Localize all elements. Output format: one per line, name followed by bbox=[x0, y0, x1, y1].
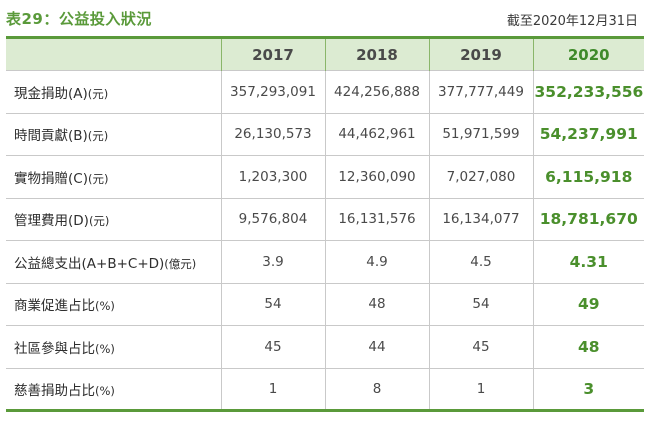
row-unit: (元) bbox=[88, 214, 110, 229]
cell-2018: 424,256,888 bbox=[324, 70, 429, 113]
cell-2018: 12,360,090 bbox=[324, 155, 429, 198]
row-label-text: 實物捐贈(C) bbox=[14, 170, 88, 187]
cell-2017: 3.9 bbox=[220, 240, 325, 283]
cell-2019: 377,777,449 bbox=[428, 70, 533, 113]
row-unit: (億元) bbox=[164, 256, 197, 271]
cell-2017: 1 bbox=[220, 367, 325, 412]
column-header-2019: 2019 bbox=[428, 36, 533, 71]
row-label-text: 公益總支出(A+B+C+D) bbox=[14, 255, 165, 272]
cell-2018: 4.9 bbox=[324, 240, 429, 283]
table-row: 現金捐助(A)(元) 357,293,091 424,256,888 377,7… bbox=[6, 70, 644, 113]
row-unit: (元) bbox=[87, 171, 109, 186]
row-label: 慈善捐助占比(%) bbox=[6, 367, 221, 412]
table-row: 商業促進占比(%) 54 48 54 49 bbox=[6, 282, 644, 326]
cell-2018: 8 bbox=[324, 367, 429, 412]
row-label-text: 商業促進占比 bbox=[14, 298, 95, 315]
row-label-text: 慈善捐助占比 bbox=[14, 382, 95, 399]
table-row: 公益總支出(A+B+C+D)(億元) 3.9 4.9 4.5 4.31 bbox=[6, 240, 644, 283]
cell-2020: 3 bbox=[532, 367, 644, 412]
cell-2019: 1 bbox=[428, 367, 533, 412]
table-title: 表29：公益投入狀況 bbox=[6, 10, 152, 28]
row-label: 社區參與占比(%) bbox=[6, 325, 221, 368]
row-unit: (%) bbox=[95, 299, 115, 314]
cell-2019: 7,027,080 bbox=[428, 155, 533, 198]
cell-2020: 4.31 bbox=[532, 240, 644, 283]
table-row: 社區參與占比(%) 45 44 45 48 bbox=[6, 325, 644, 368]
table-header-bar: 表29：公益投入狀況 截至2020年12月31日 bbox=[0, 0, 650, 36]
row-label: 商業促進占比(%) bbox=[6, 282, 221, 326]
row-label-text: 現金捐助(A) bbox=[14, 85, 88, 102]
row-label: 管理費用(D)(元) bbox=[6, 197, 221, 241]
cell-2017: 357,293,091 bbox=[220, 70, 325, 113]
column-header-2017: 2017 bbox=[220, 36, 325, 71]
row-label: 現金捐助(A)(元) bbox=[6, 70, 221, 113]
row-unit: (%) bbox=[95, 341, 115, 356]
cell-2019: 54 bbox=[428, 282, 533, 326]
cell-2019: 45 bbox=[428, 325, 533, 368]
cell-2017: 9,576,804 bbox=[220, 197, 325, 241]
row-label: 時間貢獻(B)(元) bbox=[6, 112, 221, 156]
cell-2017: 26,130,573 bbox=[220, 112, 325, 156]
cell-2018: 16,131,576 bbox=[324, 197, 429, 241]
row-unit: (%) bbox=[95, 383, 115, 398]
row-unit: (元) bbox=[87, 129, 109, 144]
row-label-text: 時間貢獻(B) bbox=[14, 128, 88, 145]
cell-2020: 352,233,556 bbox=[532, 70, 644, 113]
column-header-blank bbox=[6, 36, 221, 71]
cell-2020: 49 bbox=[532, 282, 644, 326]
column-header-2020: 2020 bbox=[532, 36, 644, 71]
table-row: 時間貢獻(B)(元) 26,130,573 44,462,961 51,971,… bbox=[6, 112, 644, 156]
column-header-2018: 2018 bbox=[324, 36, 429, 71]
cell-2018: 44,462,961 bbox=[324, 112, 429, 156]
cell-2019: 16,134,077 bbox=[428, 197, 533, 241]
row-label: 公益總支出(A+B+C+D)(億元) bbox=[6, 240, 221, 283]
table-row: 慈善捐助占比(%) 1 8 1 3 bbox=[6, 367, 644, 412]
cell-2020: 18,781,670 bbox=[532, 197, 644, 241]
cell-2017: 1,203,300 bbox=[220, 155, 325, 198]
cell-2017: 54 bbox=[220, 282, 325, 326]
row-label: 實物捐贈(C)(元) bbox=[6, 155, 221, 198]
table-row: 實物捐贈(C)(元) 1,203,300 12,360,090 7,027,08… bbox=[6, 155, 644, 198]
date-note: 截至2020年12月31日 bbox=[506, 14, 638, 29]
public-welfare-table: 2017 2018 2019 2020 現金捐助(A)(元) 357,293,0… bbox=[6, 36, 644, 412]
cell-2019: 51,971,599 bbox=[428, 112, 533, 156]
cell-2020: 54,237,991 bbox=[532, 112, 644, 156]
row-label-text: 管理費用(D) bbox=[14, 213, 89, 230]
cell-2019: 4.5 bbox=[428, 240, 533, 283]
column-header-row: 2017 2018 2019 2020 bbox=[6, 36, 644, 71]
cell-2020: 48 bbox=[532, 325, 644, 368]
cell-2020: 6,115,918 bbox=[532, 155, 644, 198]
row-label-text: 社區參與占比 bbox=[14, 340, 95, 357]
cell-2018: 44 bbox=[324, 325, 429, 368]
row-unit: (元) bbox=[87, 86, 109, 101]
cell-2018: 48 bbox=[324, 282, 429, 326]
table-row: 管理費用(D)(元) 9,576,804 16,131,576 16,134,0… bbox=[6, 197, 644, 241]
cell-2017: 45 bbox=[220, 325, 325, 368]
